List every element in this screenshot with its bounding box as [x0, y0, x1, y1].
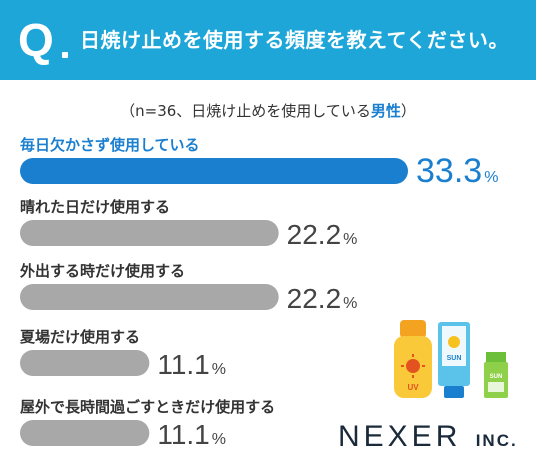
category-label: 夏場だけ使用する: [20, 328, 141, 346]
value-label: 22.2: [287, 219, 342, 250]
brand-name: NEXER: [338, 420, 462, 453]
chart-panel: [0, 80, 536, 468]
bar: [20, 220, 279, 246]
value-unit: %: [212, 361, 226, 378]
value-unit: %: [212, 431, 226, 448]
bar: [20, 350, 150, 376]
sunscreen-bottle-icon: UV: [394, 320, 432, 398]
value-label: 11.1: [157, 419, 209, 450]
brand-suffix: INC.: [475, 431, 518, 450]
bar: [20, 284, 279, 310]
subtitle-prefix: （n=36、日焼け止めを使用している: [120, 102, 371, 120]
subtitle-highlight: 男性: [370, 102, 401, 120]
value-label: 11.1: [157, 349, 209, 380]
category-label: 屋外で長時間過ごすときだけ使用する: [20, 398, 276, 416]
question-text: 日焼け止めを使用する頻度を教えてください。: [80, 28, 509, 52]
category-label: 毎日欠かさず使用している: [20, 136, 200, 154]
value-label: 33.3: [416, 152, 482, 190]
question-header: Q 日焼け止めを使用する頻度を教えてください。: [0, 0, 536, 80]
value-unit: %: [484, 169, 498, 186]
small-label: SUN: [490, 374, 503, 380]
bottle-label: UV: [407, 383, 419, 392]
value-unit: %: [343, 295, 357, 312]
value-unit: %: [343, 231, 357, 248]
category-label: 外出する時だけ使用する: [20, 262, 186, 280]
sunscreen-tube-icon: SUN: [438, 322, 470, 398]
value-label: 22.2: [287, 283, 342, 314]
bar: [20, 158, 408, 184]
chart-subtitle: （n=36、日焼け止めを使用している男性）: [0, 100, 536, 121]
sunscreen-small-icon: SUN: [484, 352, 508, 398]
bar: [20, 420, 150, 446]
q-mark: Q: [18, 14, 54, 66]
sunscreen-illustration: UV SUN SUN: [394, 320, 508, 398]
q-dot: [62, 52, 68, 58]
category-label: 晴れた日だけ使用する: [20, 198, 171, 216]
brand-logo: NEXER INC.: [338, 420, 518, 454]
tube-label: SUN: [447, 355, 462, 362]
subtitle-suffix: ）: [400, 102, 416, 120]
